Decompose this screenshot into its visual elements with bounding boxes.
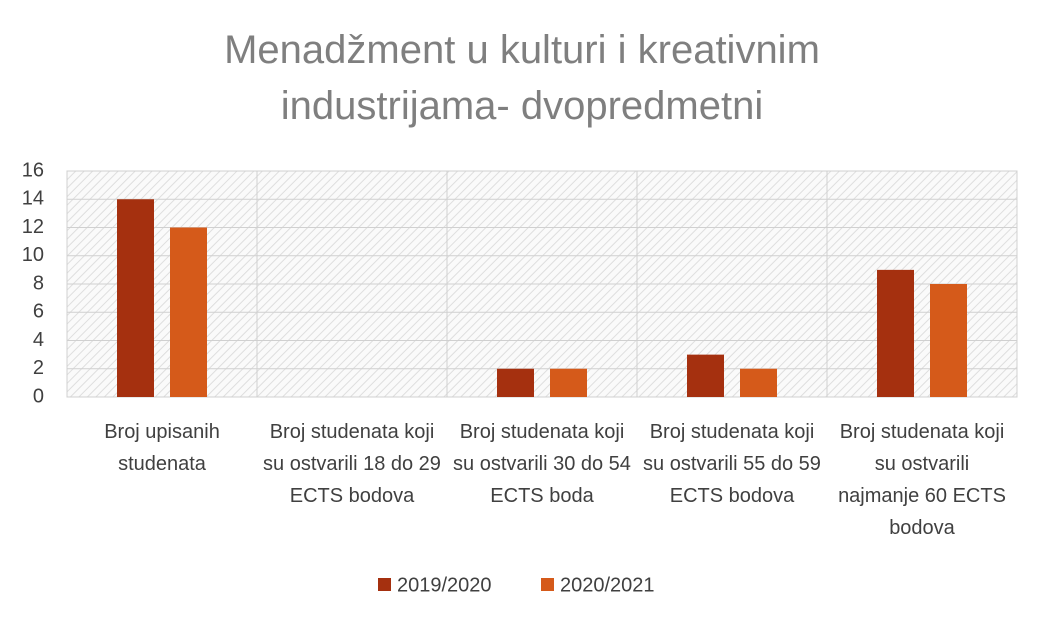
chart-title: Menadžment u kulturi i kreativnim indust… bbox=[224, 28, 820, 128]
legend-label: 2020/2021 bbox=[560, 574, 655, 596]
y-tick-label: 6 bbox=[33, 301, 44, 323]
y-tick-label: 10 bbox=[22, 244, 44, 266]
legend-swatch bbox=[378, 578, 391, 591]
x-tick-label: Broj studenata koji su ostvarili 55 do 5… bbox=[643, 421, 821, 507]
y-tick-label: 14 bbox=[22, 188, 44, 210]
bar bbox=[170, 227, 207, 397]
x-tick-label: Broj studenata koji su ostvarili 18 do 2… bbox=[263, 421, 441, 507]
bar bbox=[687, 354, 724, 397]
bar bbox=[930, 284, 967, 397]
bar bbox=[497, 368, 534, 397]
y-tick-label: 16 bbox=[22, 159, 44, 181]
legend-label: 2019/2020 bbox=[397, 574, 492, 596]
bar bbox=[550, 368, 587, 397]
y-tick-label: 0 bbox=[33, 385, 44, 407]
bar bbox=[117, 199, 154, 397]
x-tick-label: Broj studenata koji su ostvarili najmanj… bbox=[838, 421, 1006, 539]
y-tick-label: 4 bbox=[33, 329, 44, 351]
x-tick-label: Broj studenata koji su ostvarili 30 do 5… bbox=[453, 421, 631, 507]
y-tick-label: 12 bbox=[22, 216, 44, 238]
y-tick-label: 8 bbox=[33, 272, 44, 294]
x-tick-label: Broj upisanih studenata bbox=[104, 421, 220, 475]
bar bbox=[877, 269, 914, 397]
legend-swatch bbox=[541, 578, 554, 591]
bar bbox=[740, 368, 777, 397]
y-tick-label: 2 bbox=[33, 357, 44, 379]
